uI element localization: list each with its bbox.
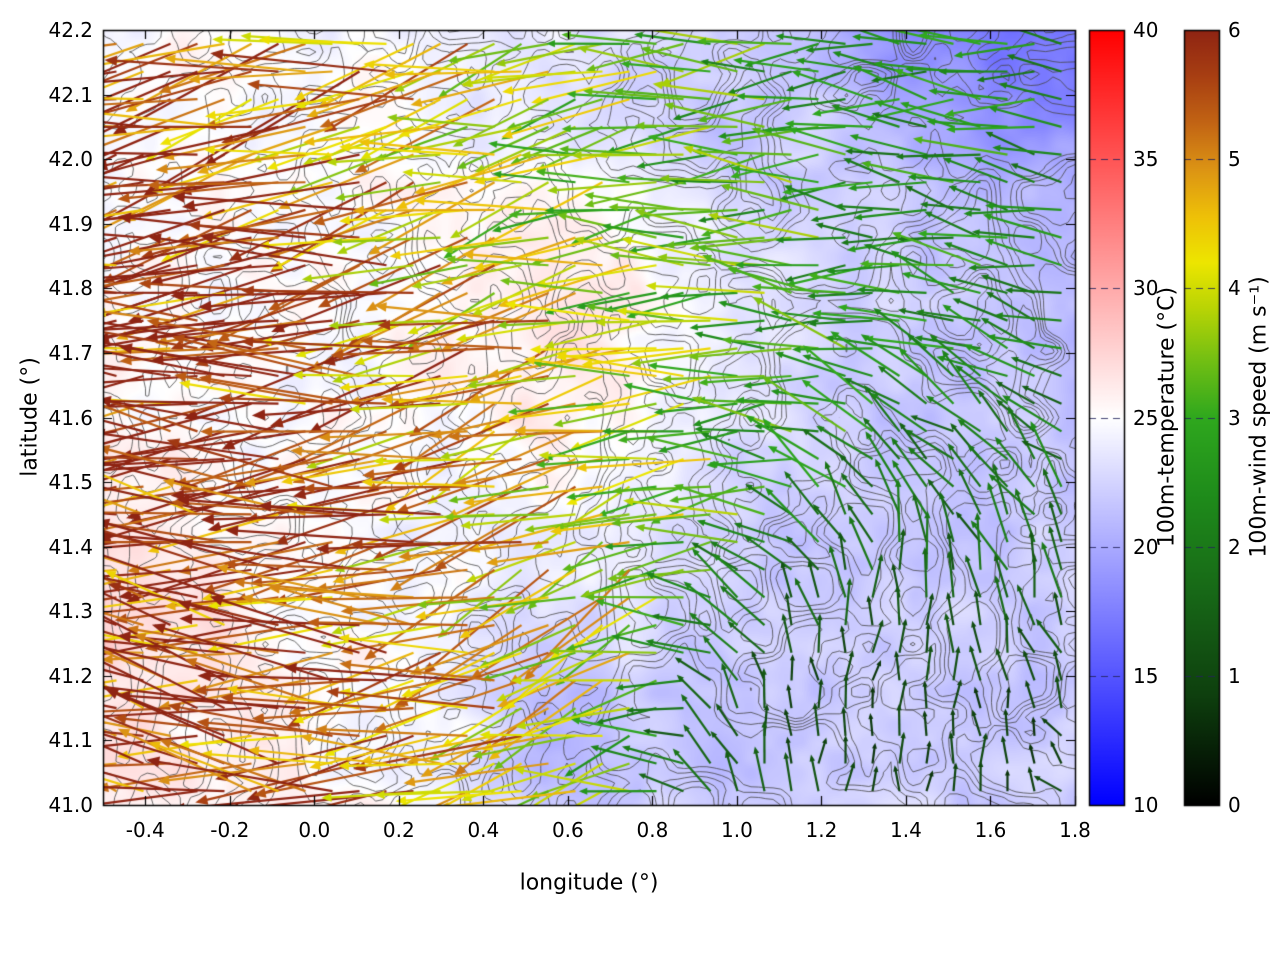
y-tick-label: 41.6 [48, 405, 93, 430]
y-tick-label: 41.8 [48, 276, 93, 301]
x-tick-label: 1.4 [890, 818, 922, 842]
wind-colorbar-tick-label: 5 [1228, 147, 1241, 172]
wind-colorbar-tick-label: 3 [1228, 405, 1241, 430]
temperature-colorbar-tick-label: 35 [1133, 147, 1159, 172]
temperature-colorbar-tick-label: 15 [1133, 663, 1159, 688]
wind-colorbar-tick-label: 4 [1228, 276, 1241, 301]
x-tick-label: 0.0 [298, 818, 331, 842]
wind-colorbar-tick-label: 1 [1228, 663, 1241, 688]
x-axis-title: longitude (°) [519, 870, 659, 896]
temperature-colorbar-tick-label: 25 [1133, 405, 1159, 430]
temperature-colorbar-tick-label: 20 [1133, 534, 1159, 559]
y-axis-title: latitude (°) [17, 357, 43, 477]
x-tick-label: -0.2 [210, 818, 250, 842]
x-tick-label: 1.0 [721, 818, 753, 842]
x-tick-label: 1.6 [974, 818, 1007, 842]
temperature-colorbar-tick-label: 40 [1133, 18, 1159, 42]
x-tick-label: 1.2 [805, 818, 838, 842]
x-tick-label: 0.6 [551, 818, 584, 842]
x-tick-label: -0.4 [125, 818, 165, 842]
wind-colorbar-tick-label: 2 [1228, 534, 1241, 559]
y-tick-label: 41.3 [48, 599, 93, 624]
temperature-colorbar-tick-label: 30 [1133, 276, 1159, 301]
y-tick-label: 41.1 [48, 728, 93, 753]
wind-colorbar-tick-label: 0 [1228, 793, 1241, 817]
y-tick-label: 41.4 [48, 534, 93, 559]
temperature-colorbar-title: 100m-temperature (°C) [1154, 286, 1180, 548]
x-tick-label: 0.2 [382, 818, 415, 842]
y-tick-label: 41.0 [48, 793, 93, 817]
x-tick-label: 1.8 [1059, 818, 1091, 842]
y-tick-label: 42.0 [48, 147, 93, 172]
y-tick-label: 41.7 [48, 340, 93, 365]
x-tick-label: 0.8 [636, 818, 669, 842]
y-tick-label: 42.2 [48, 18, 93, 42]
y-tick-label: 41.9 [48, 211, 93, 236]
y-tick-label: 41.2 [48, 663, 93, 688]
wind-colorbar-tick-label: 6 [1228, 18, 1241, 42]
y-tick-label: 41.5 [48, 470, 93, 495]
x-tick-label: 0.4 [467, 818, 500, 842]
temperature-colorbar-tick-label: 10 [1133, 793, 1159, 817]
wind-colorbar-title: 100m-wind speed (m s⁻¹) [1246, 276, 1272, 558]
y-tick-label: 42.1 [48, 82, 93, 107]
